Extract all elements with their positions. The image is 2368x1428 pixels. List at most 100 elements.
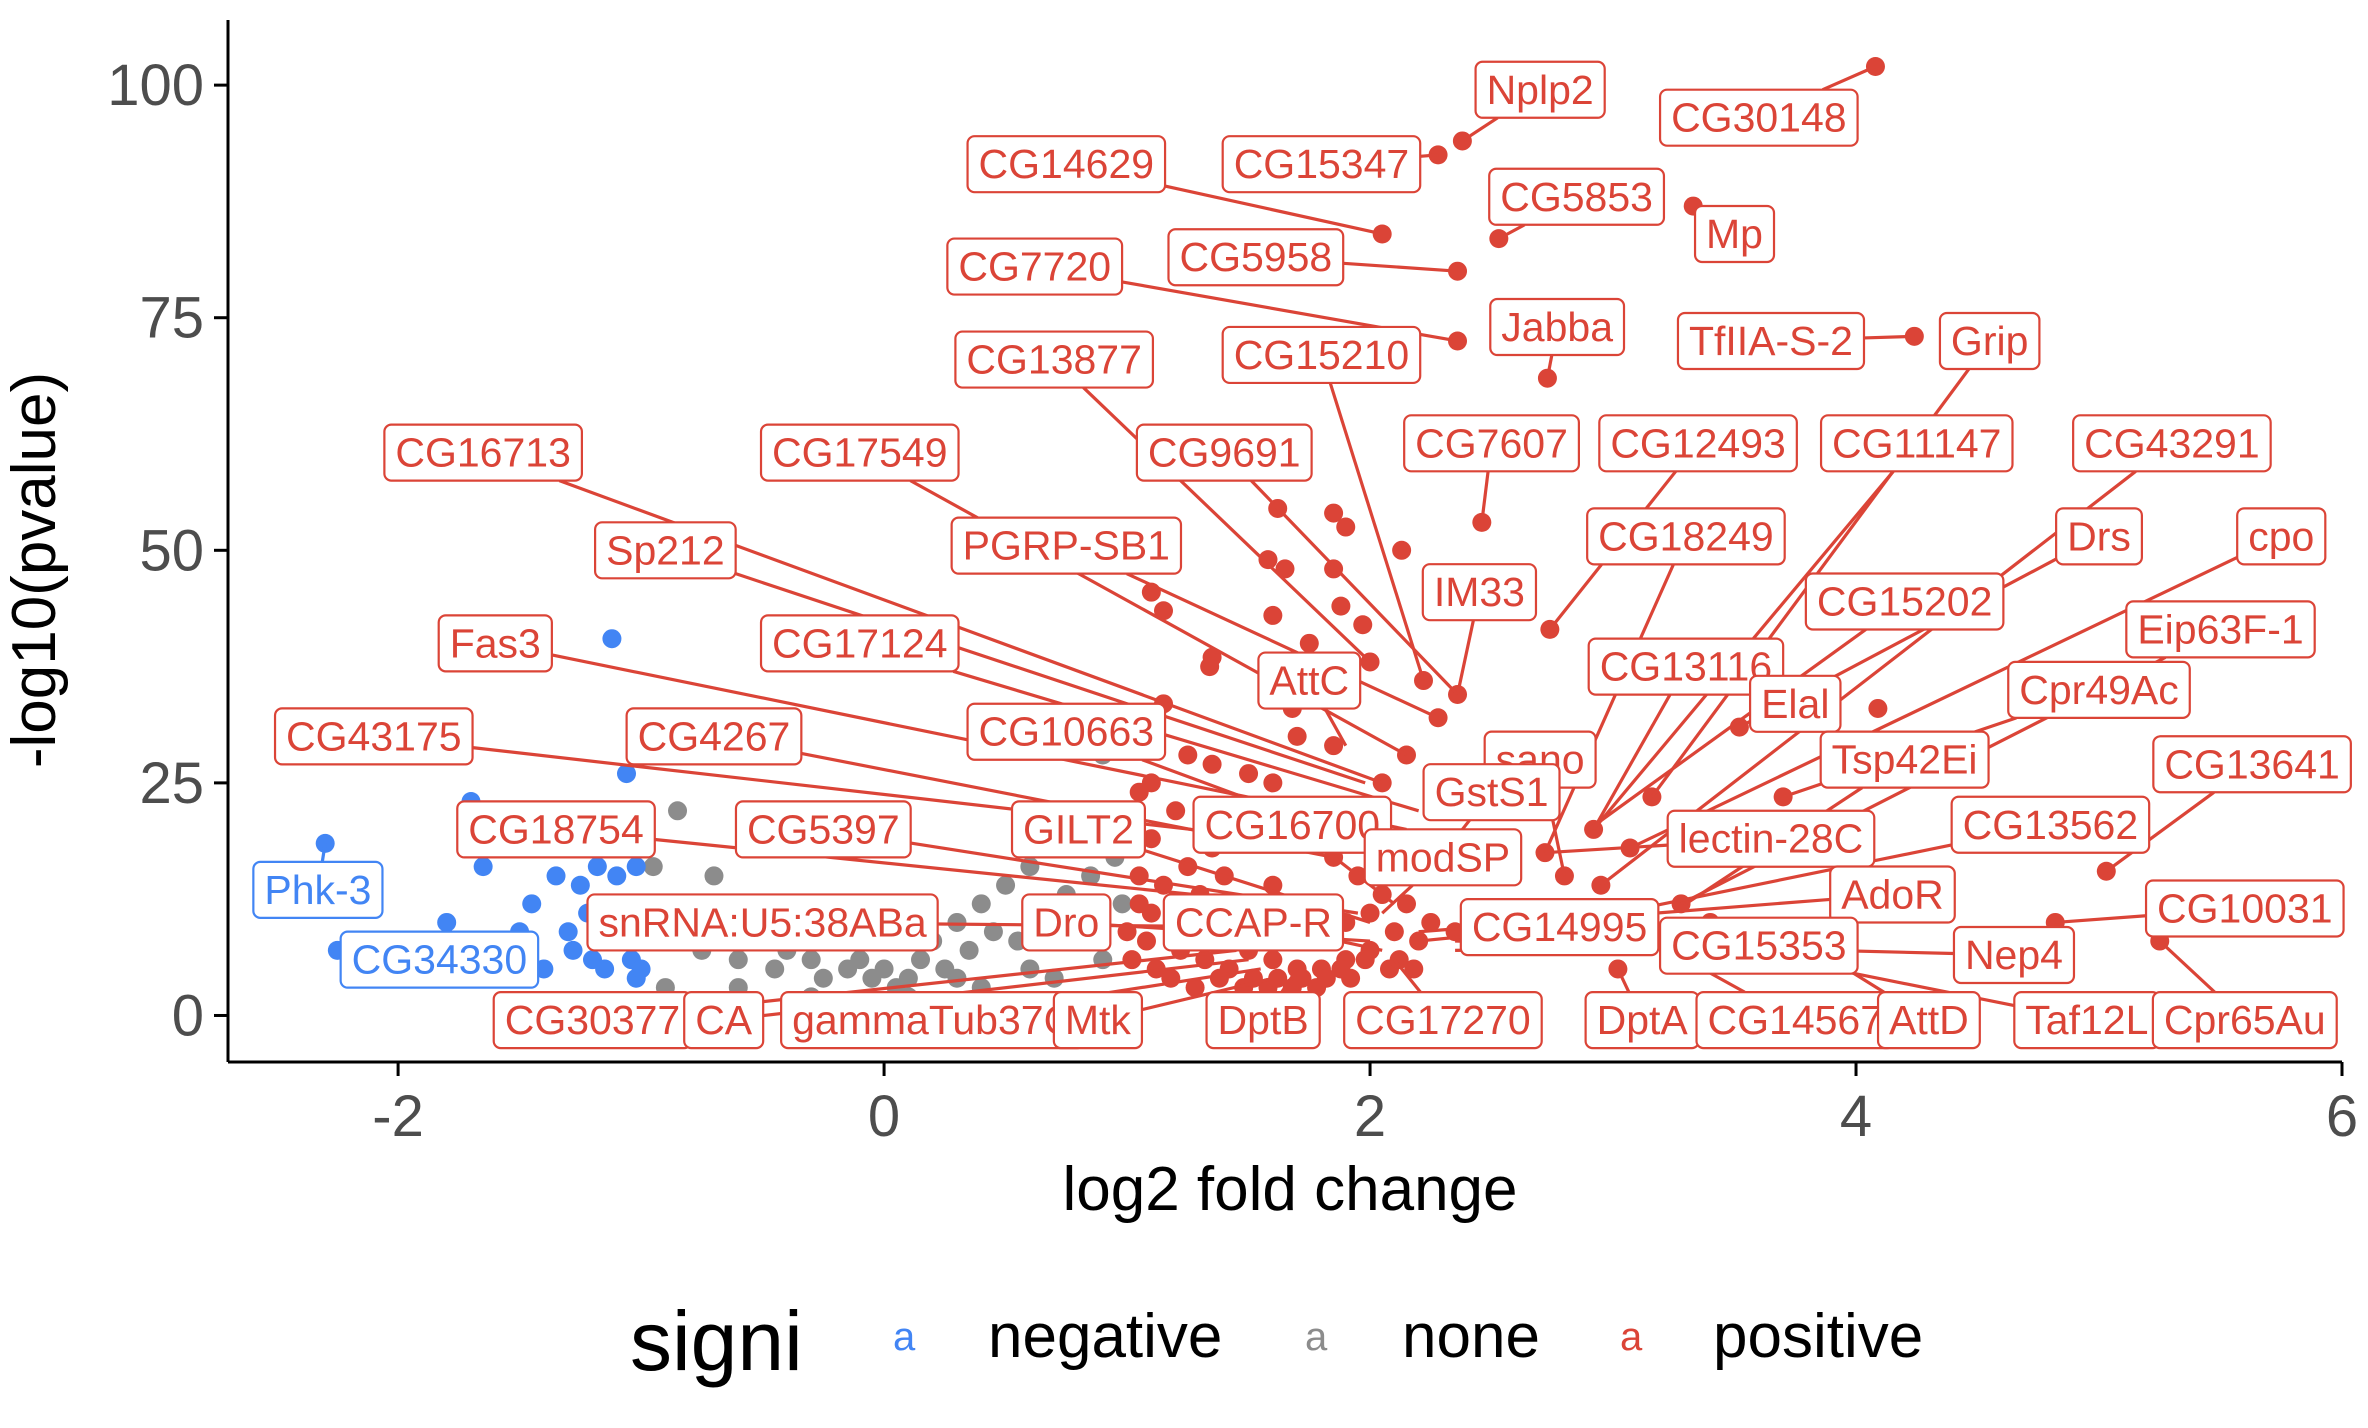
point-positive <box>1239 764 1259 784</box>
point-label: CG18249 <box>1586 507 1786 566</box>
point-label-box <box>1403 414 1580 473</box>
label-segment <box>2105 790 2215 873</box>
label-segment <box>1393 958 1422 994</box>
label-segment <box>1587 628 1867 831</box>
x-axis-ticks: -2 0 2 4 6 <box>372 1062 2358 1149</box>
x-tick-label: 0 <box>868 1084 900 1149</box>
label-segment <box>1543 563 1675 854</box>
point-positive <box>1287 726 1307 746</box>
point-label-box <box>966 702 1167 761</box>
point-label-text: IM33 <box>1434 569 1525 615</box>
point-none <box>765 959 785 979</box>
label-segment <box>1323 707 1348 747</box>
label-segment <box>1545 354 1554 379</box>
point-none <box>911 950 931 970</box>
point-label-text: CG15353 <box>1671 923 1847 969</box>
point-label-text: CG14629 <box>979 141 1155 187</box>
point-label-text: CG14567 <box>1708 997 1884 1043</box>
point-positive <box>1292 968 1312 988</box>
point-label-text: CG18754 <box>468 806 644 852</box>
y-tick-label: 75 <box>139 286 204 351</box>
point-label: cpo <box>2236 507 2327 566</box>
point-label-box <box>1586 507 1786 566</box>
label-segment <box>1617 843 1952 915</box>
point-label: Elal <box>1748 674 1842 733</box>
point-label: CG4267 <box>625 707 803 766</box>
y-axis-title: -log10(pvalue) <box>0 372 69 768</box>
point-label-text: CG10663 <box>979 709 1155 755</box>
point-negative <box>595 959 615 979</box>
point-label-text: Taf12L <box>2025 997 2148 1043</box>
point-none <box>668 801 688 821</box>
point-label-box <box>966 135 1167 194</box>
point-label-text: CG17270 <box>1355 997 1531 1043</box>
point-none <box>728 950 748 970</box>
point-label-box <box>1010 800 1147 859</box>
point-label: CCAP-R <box>1162 893 1345 952</box>
point-label: CG13562 <box>1950 795 2151 854</box>
point-negative <box>626 857 646 877</box>
point-label-box <box>1221 325 1422 385</box>
label-segment <box>1328 382 1426 682</box>
point-negative <box>602 629 622 649</box>
point-label-box <box>456 800 656 859</box>
label-segment <box>1455 619 1475 695</box>
label-segment <box>1420 153 1439 158</box>
point-label-text: CG13877 <box>966 337 1142 383</box>
point-label: CG5958 <box>1167 228 1345 287</box>
point-label-text: Sp212 <box>606 527 725 573</box>
point-label-box <box>1474 60 1606 119</box>
point-label: Fas3 <box>437 614 553 673</box>
label-segment <box>320 843 327 863</box>
point-label: CG14629 <box>966 135 1167 194</box>
point-label-text: AttD <box>1889 997 1969 1043</box>
point-none <box>1112 894 1132 914</box>
point-label: CG15347 <box>1221 135 1422 194</box>
point-positive <box>1268 968 1288 988</box>
y-axis-ticks: 0 25 50 75 100 <box>107 53 228 1048</box>
label-segment <box>1480 471 1490 523</box>
point-label-text: Drs <box>2067 513 2131 559</box>
point-label: CG17270 <box>1343 991 1543 1050</box>
point-label: CG15353 <box>1658 916 1859 975</box>
point-negative <box>607 866 627 886</box>
point-label-text: Mtk <box>1065 997 1132 1043</box>
point-label-text: Elal <box>1761 681 1829 727</box>
point-positive <box>1392 540 1412 560</box>
point-positive <box>1336 517 1356 537</box>
point-label-box <box>1587 637 1785 696</box>
point-label: CG17124 <box>759 614 960 673</box>
point-label-box <box>2072 414 2272 473</box>
point-positive <box>1384 922 1404 942</box>
point-label-text: Cpr65Au <box>2164 997 2326 1043</box>
point-label: CG34330 <box>339 930 540 989</box>
point-label-box <box>759 423 960 482</box>
point-positive <box>1299 633 1319 653</box>
point-positive <box>1166 801 1186 821</box>
point-label-box <box>1422 763 1561 822</box>
point-label-box <box>2055 507 2143 566</box>
point-label-box <box>1421 563 1538 622</box>
point-label: CG11147 <box>1819 414 2014 473</box>
point-label-text: snRNA:U5:38ABa <box>598 899 926 945</box>
point-label-box <box>1829 865 1956 924</box>
point-label-text: lectin-28C <box>1679 816 1864 862</box>
point-label: CG7720 <box>946 237 1124 296</box>
point-positive <box>1263 773 1283 793</box>
point-label-box <box>2144 879 2345 938</box>
point-negative <box>546 866 566 886</box>
point-label-text: CG17124 <box>772 620 948 666</box>
point-label-text: CG13116 <box>1600 644 1772 690</box>
points-layer <box>315 57 2170 1007</box>
point-label-text: Fas3 <box>450 620 541 666</box>
x-tick-label: 6 <box>2326 1084 2358 1149</box>
point-label-box <box>1459 897 1660 957</box>
point-label-box <box>946 237 1124 296</box>
point-negative <box>570 875 590 895</box>
point-label: DptA <box>1584 991 1700 1050</box>
point-label: Nplp2 <box>1474 60 1606 119</box>
point-label-box <box>2125 600 2316 659</box>
point-positive <box>1324 736 1344 756</box>
label-segment <box>1164 184 1383 236</box>
label-segment <box>2158 939 2216 994</box>
